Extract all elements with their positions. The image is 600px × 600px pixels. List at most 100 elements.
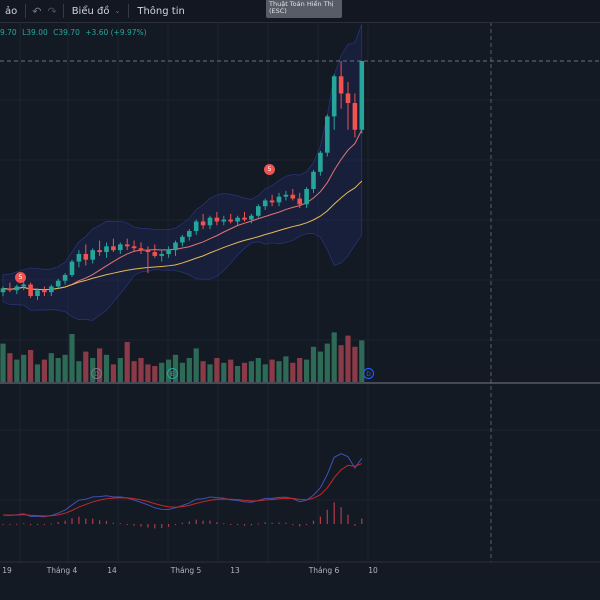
candle	[14, 284, 20, 295]
volume-bar	[83, 351, 89, 382]
candle-body	[83, 253, 89, 260]
candle	[152, 244, 158, 258]
macd-histogram-bar	[292, 524, 294, 525]
time-axis-label: 14	[107, 566, 117, 575]
candle-body	[7, 288, 13, 291]
candle-body	[76, 253, 82, 262]
candle	[276, 192, 282, 207]
candle	[104, 242, 109, 258]
candle-body	[90, 250, 95, 260]
candle	[359, 61, 365, 134]
volume-bar	[276, 361, 282, 382]
grid-lines	[0, 22, 600, 562]
alert-button[interactable]: ảo	[5, 5, 18, 17]
candle-body	[0, 288, 6, 293]
macd-histogram-bar	[112, 522, 114, 524]
volume-bar	[48, 353, 54, 382]
macd-histogram-bar	[181, 522, 183, 524]
macd-histogram-bar	[119, 523, 121, 525]
candle-body	[221, 219, 227, 222]
macd-histogram-bar	[2, 524, 4, 525]
volume-bar	[214, 358, 220, 382]
candle	[325, 114, 330, 157]
macd-histogram-bar	[147, 524, 149, 528]
candle	[311, 169, 316, 193]
candle-body	[28, 284, 33, 296]
candle	[235, 215, 240, 226]
ohlc-legend: 9.70 L39.00 C39.70 +3.60 (+9.97%)	[0, 28, 150, 37]
macd-histogram-bar	[78, 516, 80, 524]
volume-bar	[62, 354, 68, 382]
macd-histogram-bar	[271, 522, 273, 524]
candle-body	[111, 246, 116, 251]
candle-body	[304, 189, 309, 205]
candle-body	[62, 274, 68, 281]
candle	[124, 238, 130, 251]
toolbar-divider	[62, 4, 64, 18]
candle	[131, 240, 137, 253]
volume-bar	[41, 359, 47, 382]
macd-histogram-bar	[216, 522, 218, 524]
candle-body	[311, 171, 316, 190]
ohlc-high: 9.70	[0, 28, 17, 37]
candle	[166, 246, 171, 258]
volume-bar	[76, 361, 82, 382]
macd-histogram-bar	[85, 518, 87, 524]
volume-bar	[152, 366, 158, 382]
event-badge[interactable]: 5	[15, 272, 26, 283]
volume-marker[interactable]: D	[363, 368, 374, 379]
candle	[180, 234, 185, 247]
time-axis-label: 10	[368, 566, 378, 575]
candle-body	[124, 244, 130, 247]
macd-histogram-bar	[161, 524, 163, 529]
candle	[331, 74, 337, 130]
macd-histogram-bar	[92, 518, 94, 524]
candle-body	[214, 217, 220, 222]
volume-bar	[69, 334, 75, 382]
candle-body	[49, 286, 54, 293]
volume-marker[interactable]: E	[167, 368, 178, 379]
candle-body	[242, 217, 247, 220]
candle	[42, 286, 47, 296]
candle-body	[359, 61, 365, 130]
candle-body	[318, 152, 323, 172]
macd-histogram-bar	[140, 524, 142, 527]
macd-histogram-bar	[223, 523, 225, 525]
volume-marker[interactable]: D	[91, 368, 102, 379]
macd-histogram-bar	[99, 520, 101, 524]
candle-body	[180, 236, 185, 243]
macd-histogram-bar	[278, 522, 280, 524]
candle-body	[42, 290, 47, 293]
chart-type-button[interactable]: Biểu đồ ⌄	[67, 0, 126, 22]
candle-body	[235, 217, 240, 222]
time-axis-label: 13	[230, 566, 240, 575]
volume-bar	[324, 343, 330, 382]
macd-histogram-bar	[299, 524, 301, 527]
volume-bar	[159, 362, 165, 382]
candle-body	[145, 250, 151, 253]
volume-bar	[103, 354, 110, 382]
candle	[138, 242, 144, 254]
candle	[62, 273, 68, 285]
macd-histogram-bar	[237, 524, 239, 525]
volume-bar	[21, 354, 27, 382]
macd-panel	[2, 453, 363, 529]
candle-body	[228, 219, 233, 222]
tooltip-line-2: (ESC)	[269, 7, 287, 15]
macd-histogram-bar	[340, 507, 342, 524]
volume-bar	[359, 340, 365, 382]
redo-icon[interactable]: ↷	[47, 4, 57, 18]
candle-body	[97, 250, 102, 253]
undo-icon[interactable]: ↶	[32, 4, 42, 18]
event-badge[interactable]: 5	[264, 164, 275, 175]
candle	[173, 240, 178, 256]
candle-body	[152, 252, 158, 256]
candle-body	[193, 221, 199, 232]
candle	[193, 219, 199, 235]
ohlc-low: L39.00	[22, 28, 48, 37]
volume-bar	[269, 359, 275, 382]
volume-bar	[145, 364, 151, 382]
candle-body	[118, 244, 123, 251]
info-button[interactable]: Thông tin	[137, 5, 185, 17]
